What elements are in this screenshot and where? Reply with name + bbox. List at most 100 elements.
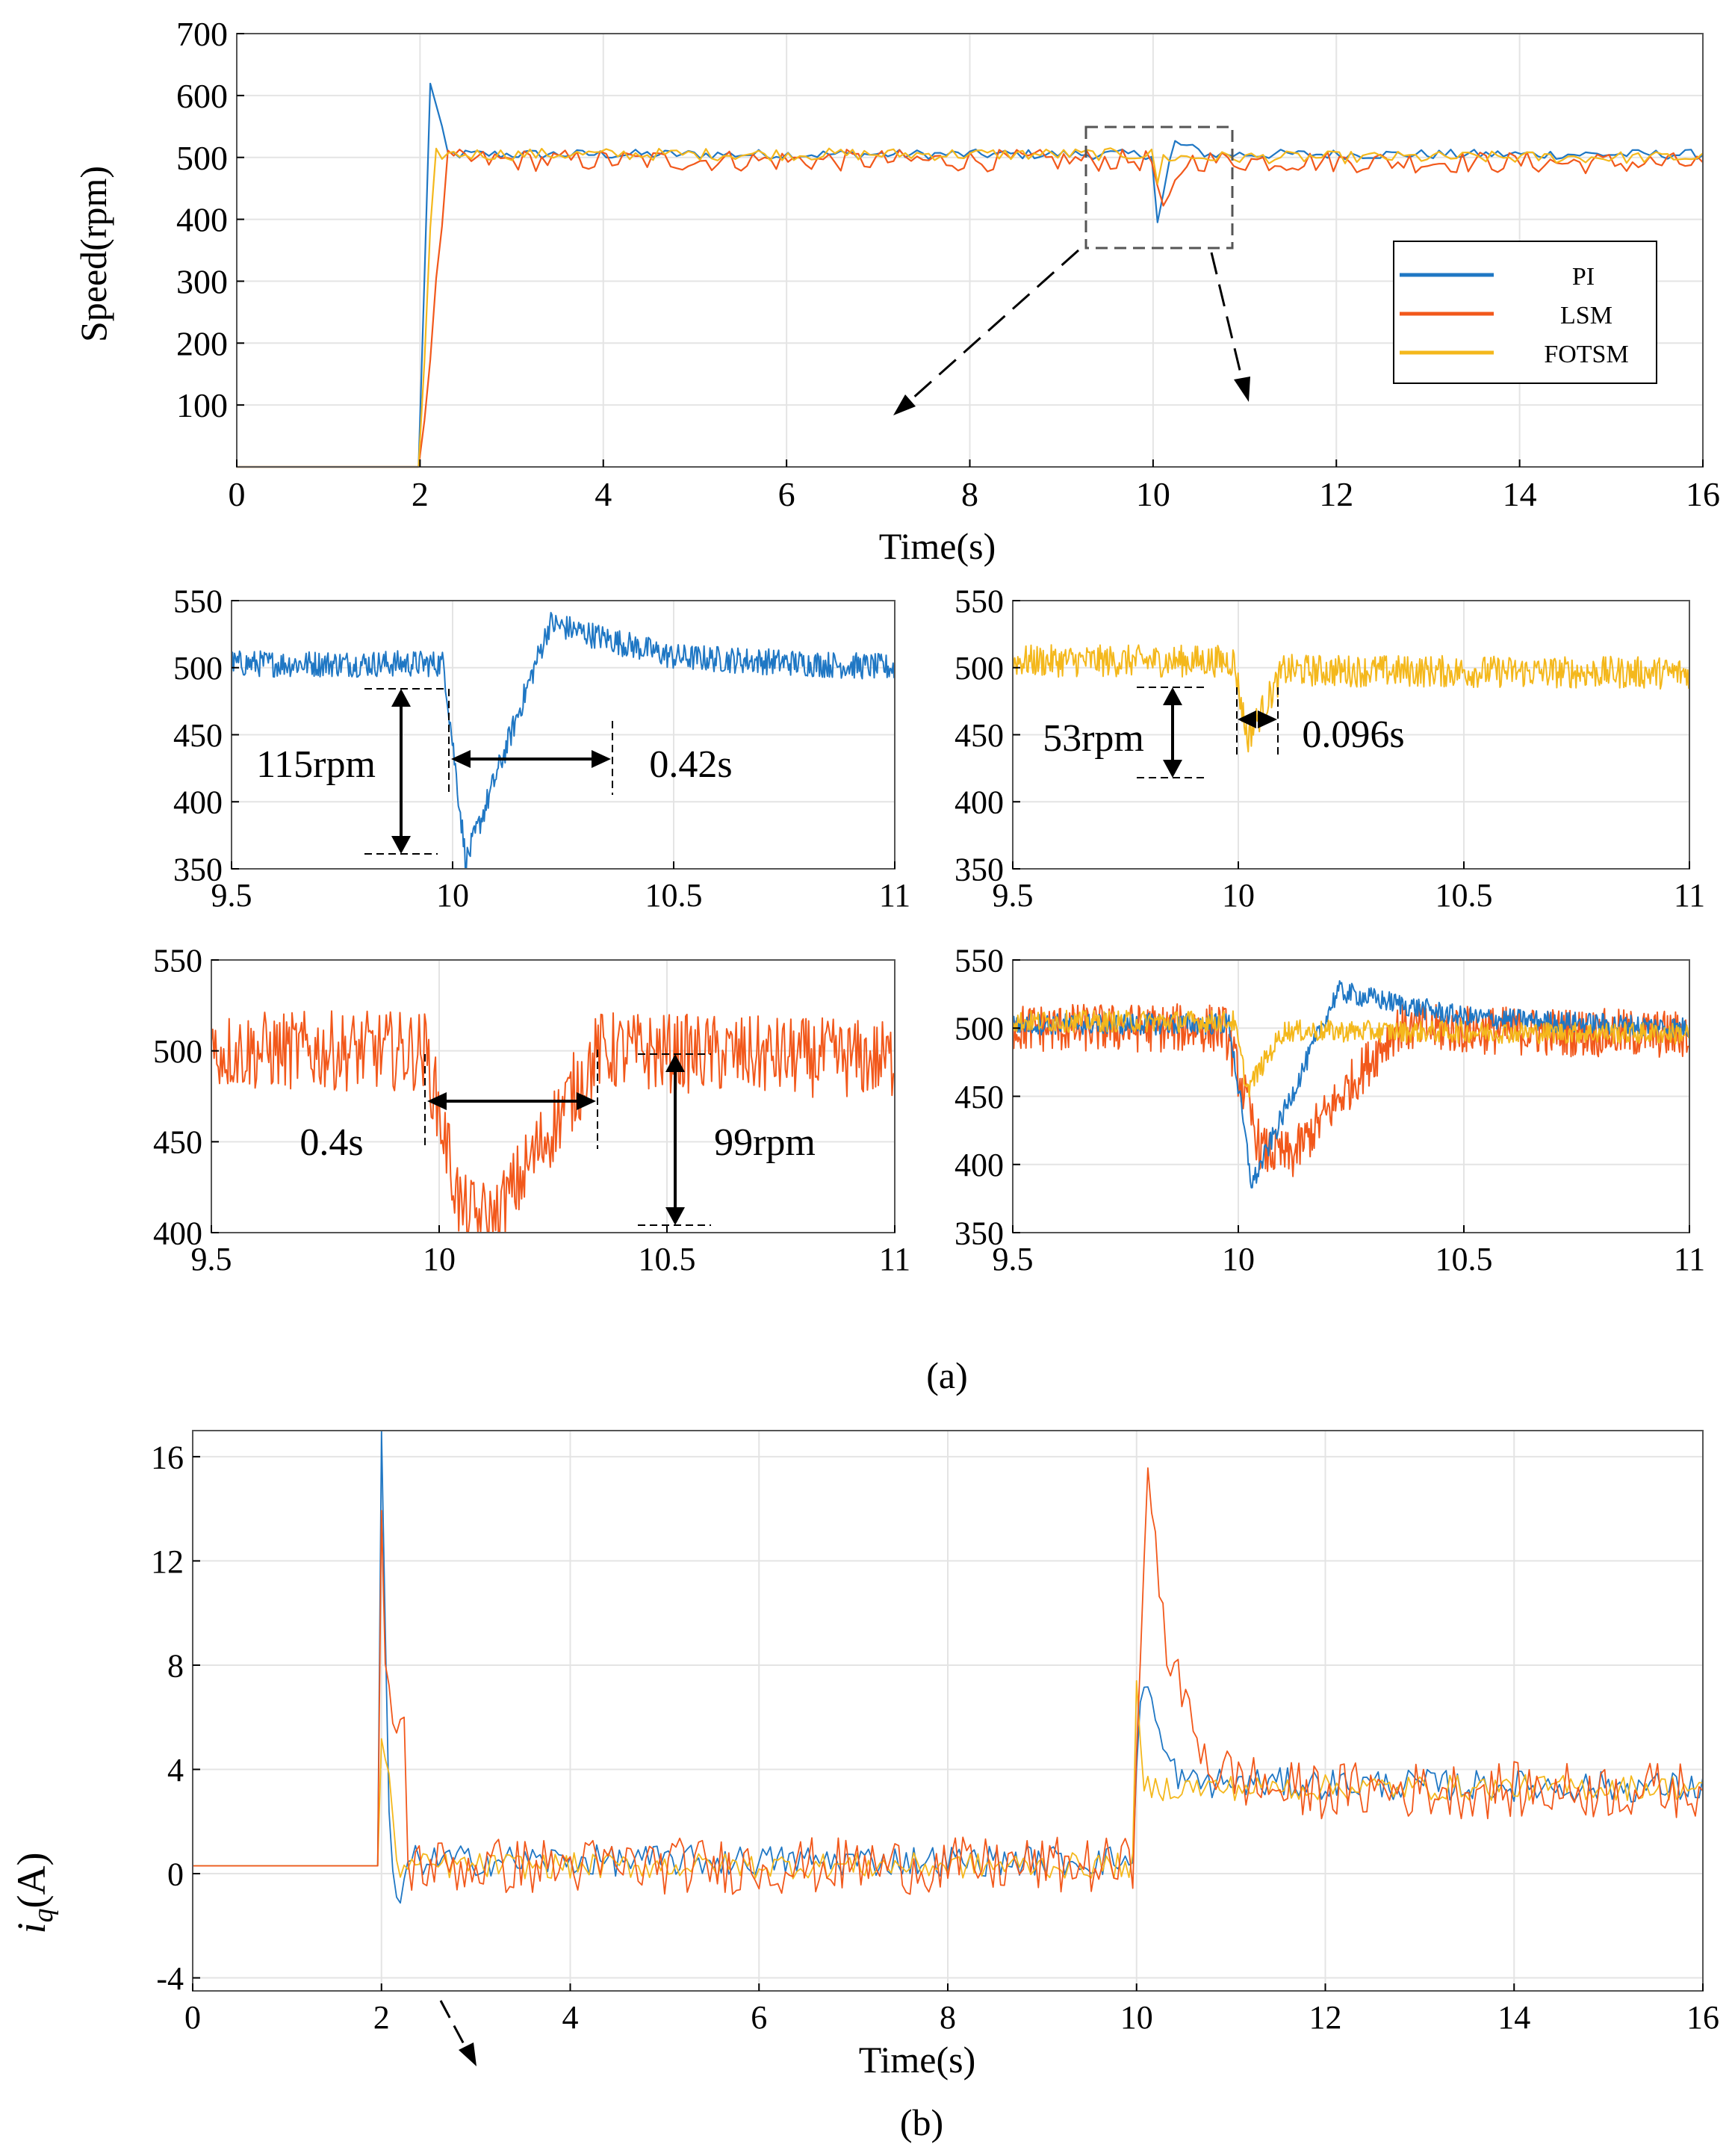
speed_main-ytick-label: 600 bbox=[176, 77, 228, 115]
iq_main-xtick-label: 10 bbox=[1120, 1999, 1153, 2036]
speed_main-xtick-label: 6 bbox=[778, 475, 795, 513]
zoom_all-xtick-label: 10 bbox=[1222, 1241, 1255, 1277]
zoom_lsm-series-lsm bbox=[211, 1010, 896, 1233]
zoom_lsm-ytick-label: 500 bbox=[153, 1033, 202, 1070]
annotation-lsm-drop: 99rpm bbox=[714, 1121, 816, 1164]
zoom_fotsm-xtick-label: 10 bbox=[1222, 877, 1255, 914]
legend: PI LSM FOTSM bbox=[1393, 241, 1657, 384]
zoom-all-chart: 9.5 10 10.5 11 350 400 450 500 550 bbox=[955, 942, 1705, 1277]
iq-main-grid bbox=[192, 1431, 1704, 1991]
zoom_all-ytick-label: 550 bbox=[955, 942, 1004, 979]
zoom_fotsm-ytick-label: 400 bbox=[955, 784, 1004, 821]
speed_main-xtick-label: 2 bbox=[412, 475, 429, 513]
zoom_fotsm-xtick-label: 9.5 bbox=[993, 877, 1034, 914]
zoom_fotsm-ytick-label: 550 bbox=[955, 583, 1004, 619]
speed_main-ytick-label: 700 bbox=[176, 15, 228, 53]
zoom_all-ytick-label: 500 bbox=[955, 1011, 1004, 1047]
zoom_pi-xtick-label: 10.5 bbox=[645, 877, 703, 914]
legend-label-lsm: LSM bbox=[1560, 302, 1613, 329]
speed_main-xtick-label: 4 bbox=[595, 475, 612, 513]
iq-zoom-arrow-head bbox=[459, 2042, 477, 2066]
zoom_pi-ytick-label: 500 bbox=[173, 650, 223, 687]
iq_main-xtick-label: 0 bbox=[184, 1999, 201, 2036]
iq_main-xtick-label: 2 bbox=[373, 1999, 390, 2036]
zoom-lsm-grid bbox=[211, 959, 896, 1233]
zoom-pi-chart: 9.5 10 10.5 11 350 400 450 500 550 115rpm 0.42s bbox=[173, 583, 910, 914]
zoom_all-xtick-label: 9.5 bbox=[993, 1241, 1034, 1277]
zoom_pi-ytick-label: 450 bbox=[173, 717, 223, 754]
caption-a: (a) bbox=[926, 1354, 968, 1396]
zoom_lsm-xtick-label: 10.5 bbox=[639, 1241, 696, 1277]
zoom_fotsm-ytick-label: 450 bbox=[955, 717, 1004, 754]
iq-main-xlabel: Time(s) bbox=[859, 2039, 976, 2081]
zoom_fotsm-ytick-label: 500 bbox=[955, 650, 1004, 687]
zoom-arrow-left bbox=[904, 249, 1079, 406]
zoom-all-ticks: 9.5 10 10.5 11 350 400 450 500 550 bbox=[955, 942, 1705, 1277]
zoom_pi-xtick-label: 11 bbox=[879, 877, 910, 914]
zoom_lsm-xtick-label: 11 bbox=[879, 1241, 910, 1277]
zoom_lsm-ytick-label: 400 bbox=[153, 1215, 202, 1251]
zoom-fotsm-chart: 9.5 10 10.5 11 350 400 450 500 550 53rpm 0.096s bbox=[955, 583, 1705, 914]
iq_main-ytick-label: 16 bbox=[151, 1439, 184, 1475]
zoom-fotsm-ticks: 9.5 10 10.5 11 350 400 450 500 550 bbox=[955, 583, 1705, 914]
caption-b: (b) bbox=[900, 2101, 943, 2143]
speed_main-xtick-label: 14 bbox=[1503, 475, 1537, 513]
zoom_pi-ytick-label: 550 bbox=[173, 583, 223, 619]
speed_main-ytick-label: 100 bbox=[176, 386, 228, 424]
iq_main-xtick-label: 4 bbox=[562, 1999, 579, 2036]
speed_main-ytick-label: 500 bbox=[176, 139, 228, 177]
iq-main-series bbox=[193, 1430, 1704, 1904]
speed_main-ytick-label: 200 bbox=[176, 324, 228, 362]
zoom-pi-annotations bbox=[364, 688, 613, 855]
zoom-lsm-frame bbox=[211, 959, 896, 1233]
speed-main-xlabel: Time(s) bbox=[879, 525, 996, 567]
speed_main-series-fotsm bbox=[237, 147, 1704, 468]
zoom_fotsm-series-fotsm bbox=[1012, 644, 1690, 753]
iq_main-ytick-label: 4 bbox=[167, 1752, 184, 1788]
iq_main-xtick-label: 8 bbox=[940, 1999, 956, 2036]
iq_main-ytick-label: 0 bbox=[167, 1856, 184, 1892]
speed_main-xtick-label: 12 bbox=[1319, 475, 1353, 513]
zoom-pi-series bbox=[231, 612, 896, 870]
zoom_all-ytick-label: 400 bbox=[955, 1147, 1004, 1183]
zoom-region-box bbox=[1084, 126, 1234, 250]
zoom-arrow-right bbox=[1210, 252, 1244, 383]
zoom_lsm-ytick-label: 450 bbox=[153, 1124, 202, 1161]
zoom_all-xtick-label: 10.5 bbox=[1435, 1241, 1493, 1277]
zoom_all-xtick-label: 11 bbox=[1674, 1241, 1705, 1277]
zoom_pi-ytick-label: 350 bbox=[173, 851, 223, 888]
iq-ylabel-i: i bbox=[9, 1922, 54, 1933]
iq_main-xtick-label: 16 bbox=[1686, 1999, 1719, 2036]
speed-main-ticks: 0 2 4 6 8 10 12 14 16 100 200 300 400 500 600 700 bbox=[176, 15, 1720, 513]
iq_main-xtick-label: 12 bbox=[1309, 1999, 1342, 2036]
zoom_lsm-xtick-label: 10 bbox=[423, 1241, 456, 1277]
iq-main-ylabel: iq(A) bbox=[9, 1853, 59, 1934]
iq-zoom-arrow bbox=[439, 2000, 466, 2046]
zoom-fotsm-grid bbox=[1012, 600, 1690, 870]
speed_main-ytick-label: 300 bbox=[176, 263, 228, 301]
iq_main-ytick-label: 12 bbox=[151, 1543, 184, 1580]
zoom-lsm-chart: 9.5 10 10.5 11 400 450 500 550 0.4s 99rpm bbox=[153, 942, 910, 1277]
speed-main-ylabel: Speed(rpm) bbox=[72, 166, 114, 342]
iq_main-ytick-label: -4 bbox=[156, 1960, 184, 1997]
zoom_lsm-ytick-label: 550 bbox=[153, 942, 202, 979]
annotation-fotsm-time: 0.096s bbox=[1302, 713, 1404, 756]
zoom_all-ytick-label: 350 bbox=[955, 1215, 1004, 1251]
legend-label-fotsm: FOTSM bbox=[1544, 341, 1628, 368]
zoom_lsm-xtick-label: 9.5 bbox=[191, 1241, 232, 1277]
zoom-pi-ticks: 9.5 10 10.5 11 350 400 450 500 550 bbox=[173, 583, 910, 914]
speed-main-series bbox=[237, 82, 1704, 468]
annotation-lsm-time: 0.4s bbox=[299, 1121, 363, 1164]
speed_main-xtick-label: 8 bbox=[961, 475, 978, 513]
zoom_pi-xtick-label: 10 bbox=[436, 877, 469, 914]
zoom_all-series-fotsm bbox=[1012, 1009, 1690, 1098]
zoom-arrow-right-head bbox=[1234, 377, 1250, 402]
zoom_pi-series-pi bbox=[231, 612, 896, 870]
zoom-all-series bbox=[1012, 980, 1690, 1189]
zoom_fotsm-xtick-label: 10.5 bbox=[1435, 877, 1493, 914]
legend-label-pi: PI bbox=[1572, 263, 1595, 291]
zoom-lsm-annotations bbox=[424, 1050, 711, 1226]
